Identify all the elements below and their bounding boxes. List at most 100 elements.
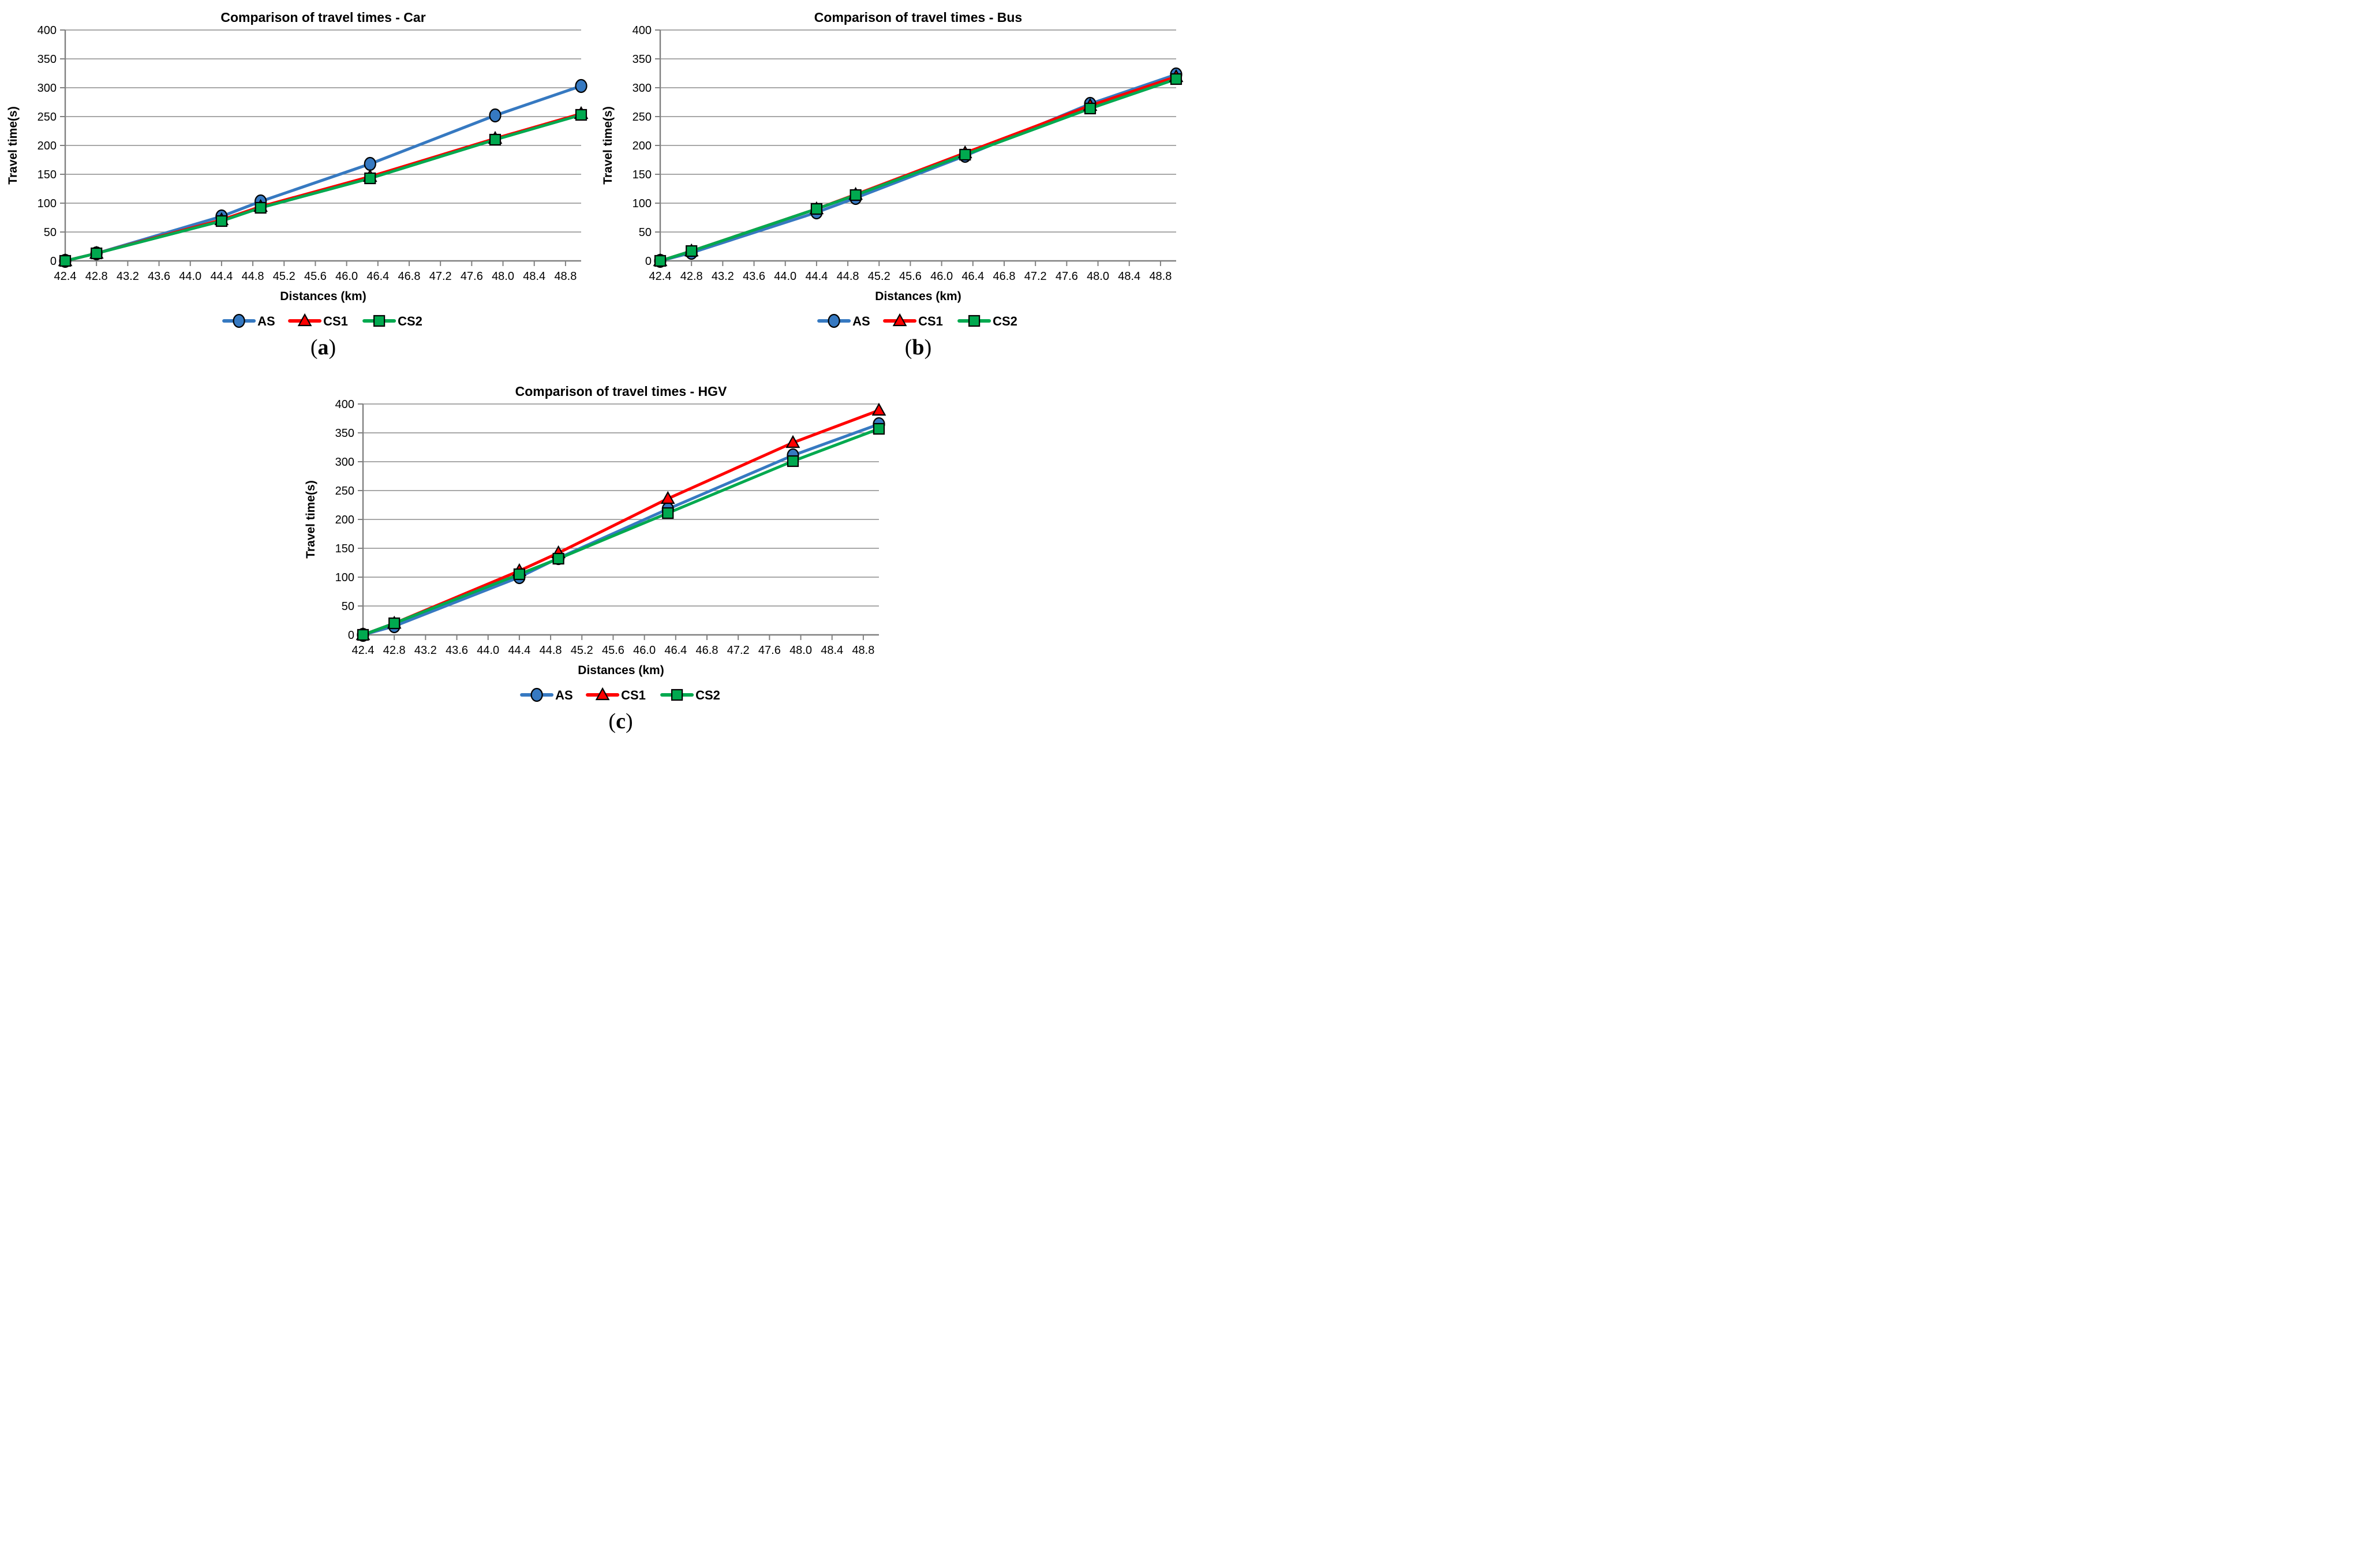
- car-travel-times-chart: Comparison of travel times - Car 0 50 100 15…: [6, 10, 589, 328]
- legend-label-cs2: CS2: [993, 314, 1017, 328]
- data-point-cs2: [787, 455, 799, 467]
- data-point-cs2: [810, 203, 823, 215]
- legend: AS CS1 CS2: [519, 687, 720, 702]
- chart-block-hgv: Comparison of travel times - HGV 0 50 100 15…: [301, 380, 890, 734]
- x-tick-label: 43.2: [117, 270, 139, 283]
- data-point-cs2: [959, 148, 971, 161]
- x-tick-label: 45.2: [570, 644, 593, 657]
- data-point-cs2: [552, 552, 564, 565]
- y-tick-label: 250: [633, 111, 652, 124]
- caption-b: (b): [598, 335, 1187, 360]
- series-line-cs2: [361, 427, 880, 637]
- data-point-cs2: [388, 617, 400, 630]
- x-tick-label: 45.2: [868, 270, 890, 283]
- y-tick-label: 150: [335, 543, 354, 555]
- x-tick-label: 45.6: [304, 270, 327, 283]
- y-tick-label: 100: [335, 571, 354, 584]
- x-tick-label: 48.0: [492, 270, 514, 283]
- legend-label-cs2: CS2: [695, 688, 720, 702]
- y-tick-label: 350: [335, 427, 354, 440]
- y-tick-label: 0: [645, 255, 652, 268]
- caption-c: (c): [301, 709, 890, 734]
- chart-block-bus: Comparison of travel times - Bus 0 50 100 15…: [598, 6, 1187, 360]
- legend-label-cs1: CS1: [918, 314, 943, 328]
- x-axis-title: Distances (km): [578, 664, 664, 677]
- x-tick-label: 42.4: [54, 270, 77, 283]
- y-tick-label: 100: [633, 197, 652, 210]
- x-tick-label: 48.4: [1118, 270, 1140, 283]
- legend-label-cs2: CS2: [398, 314, 422, 328]
- legend-marker-cs1: [595, 687, 609, 701]
- data-point-cs1: [785, 435, 800, 448]
- y-tick-label: 100: [38, 197, 57, 210]
- legend-marker-cs2: [373, 315, 386, 327]
- top-row: Comparison of travel times - Car 0 50 100 15…: [0, 6, 1190, 360]
- y-tick-label: 350: [633, 53, 652, 66]
- x-tick-label: 42.8: [85, 270, 108, 283]
- x-tick-label: 46.0: [633, 644, 656, 657]
- data-point-cs1: [660, 491, 675, 504]
- legend-label-as: AS: [852, 314, 870, 328]
- legend-marker-cs2: [968, 315, 981, 327]
- caption-b-open: (: [904, 335, 912, 360]
- x-tick-label: 45.6: [601, 644, 624, 657]
- bus-travel-times-chart: Comparison of travel times - Bus 0 50 100 15…: [601, 10, 1184, 328]
- y-tick-label: 400: [633, 24, 652, 37]
- data-point-as: [489, 108, 502, 123]
- legend-marker-as: [530, 687, 543, 702]
- x-tick-label: 48.4: [523, 270, 545, 283]
- x-tick-label: 48.4: [821, 644, 843, 657]
- legend-label-cs1: CS1: [323, 314, 348, 328]
- figure: Comparison of travel times - Car 0 50 100 15…: [0, 0, 1190, 773]
- series-line-cs1: [361, 409, 880, 637]
- x-tick-label: 46.4: [366, 270, 389, 283]
- caption-c-open: (: [608, 709, 616, 734]
- x-tick-label: 43.6: [446, 644, 468, 657]
- data-point-cs2: [654, 255, 667, 267]
- data-point-cs2: [661, 507, 673, 519]
- data-point-cs2: [357, 629, 369, 641]
- y-tick-label: 200: [633, 140, 652, 152]
- caption-a-letter: a: [317, 335, 329, 360]
- data-point-as: [364, 156, 376, 171]
- chart-block-car: Comparison of travel times - Car 0 50 100 15…: [3, 6, 592, 360]
- x-tick-label: 47.6: [758, 644, 780, 657]
- data-point-cs2: [575, 109, 587, 121]
- y-tick-label: 150: [38, 169, 57, 181]
- x-tick-label: 43.2: [712, 270, 734, 283]
- data-point-cs2: [1084, 102, 1097, 115]
- x-tick-label: 48.8: [852, 644, 874, 657]
- data-point-cs2: [850, 189, 862, 201]
- data-point-cs2: [364, 172, 376, 185]
- data-point-cs2: [255, 201, 267, 214]
- y-tick-label: 50: [639, 226, 652, 239]
- y-tick-label: 200: [38, 140, 57, 152]
- x-tick-label: 48.8: [554, 270, 577, 283]
- data-point-cs2: [59, 255, 72, 267]
- y-tick-label: 250: [38, 111, 57, 124]
- x-tick-label: 42.4: [649, 270, 672, 283]
- x-tick-label: 44.8: [837, 270, 859, 283]
- x-tick-label: 44.0: [477, 644, 499, 657]
- caption-a: (a): [3, 335, 592, 360]
- caption-a-open: (: [310, 335, 318, 360]
- y-axis-title: Travel time(s): [304, 480, 317, 558]
- x-tick-label: 48.0: [1087, 270, 1109, 283]
- x-tick-label: 43.6: [148, 270, 170, 283]
- caption-b-close: ): [924, 335, 932, 360]
- caption-a-close: ): [328, 335, 336, 360]
- data-point-cs2: [215, 215, 228, 227]
- legend-label-as: AS: [555, 688, 573, 702]
- y-tick-label: 350: [38, 53, 57, 66]
- series-line-as: [63, 84, 583, 263]
- y-tick-label: 400: [335, 398, 354, 411]
- legend-marker-as: [233, 313, 245, 328]
- chart-title: Comparison of travel times - Car: [220, 10, 425, 25]
- y-tick-label: 300: [335, 456, 354, 469]
- data-point-cs2: [513, 568, 525, 581]
- x-tick-label: 44.0: [179, 270, 201, 283]
- caption-b-letter: b: [912, 335, 925, 360]
- data-point-cs2: [489, 133, 502, 146]
- legend-marker-as: [828, 313, 840, 328]
- y-tick-label: 50: [44, 226, 57, 239]
